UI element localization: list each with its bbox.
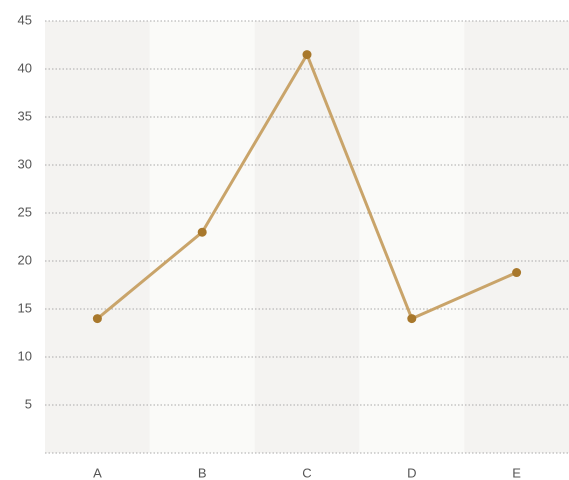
- y-tick-label: 25: [18, 204, 32, 219]
- x-tick-label: A: [93, 465, 102, 480]
- y-tick-label: 10: [18, 348, 32, 363]
- y-tick-label: 35: [18, 108, 32, 123]
- band-background: [464, 21, 569, 453]
- band-background: [149, 21, 255, 453]
- y-tick-label: 40: [18, 60, 32, 75]
- y-tick-label: 45: [18, 12, 32, 27]
- point: [197, 227, 207, 237]
- y-tick-label: 15: [18, 300, 32, 315]
- x-tick-label: B: [198, 465, 207, 480]
- y-tick-label: 20: [18, 252, 32, 267]
- band-background: [359, 21, 465, 453]
- y-tick-label: 5: [25, 396, 32, 411]
- x-tick-label: C: [302, 465, 311, 480]
- band-background: [254, 21, 360, 453]
- point: [92, 314, 102, 324]
- point: [302, 50, 312, 60]
- point: [512, 268, 522, 278]
- point: [407, 314, 417, 324]
- y-tick-label: 30: [18, 156, 32, 171]
- band-background: [45, 21, 150, 453]
- x-tick-label: D: [407, 465, 416, 480]
- x-tick-label: E: [512, 465, 521, 480]
